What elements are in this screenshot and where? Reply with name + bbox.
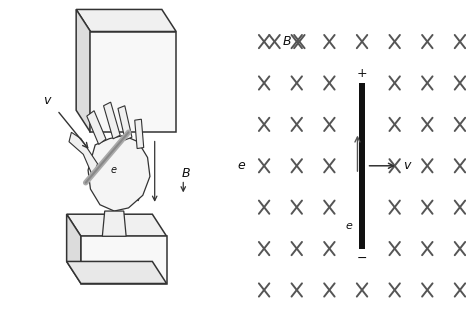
Bar — [359, 83, 365, 249]
Polygon shape — [118, 106, 132, 140]
Text: $-$: $-$ — [357, 251, 367, 264]
Polygon shape — [67, 214, 167, 236]
Polygon shape — [90, 32, 176, 132]
Polygon shape — [76, 9, 90, 132]
Polygon shape — [81, 236, 167, 284]
Polygon shape — [102, 211, 126, 236]
Polygon shape — [135, 119, 144, 149]
Text: $e$: $e$ — [110, 165, 118, 175]
Text: $v$: $v$ — [403, 159, 413, 172]
Polygon shape — [67, 214, 81, 284]
Text: $v$: $v$ — [43, 94, 52, 107]
Text: $B$: $B$ — [181, 167, 190, 180]
Text: $e$: $e$ — [346, 221, 354, 231]
Text: $e$: $e$ — [237, 159, 246, 172]
Polygon shape — [104, 102, 120, 139]
Text: $+$: $+$ — [357, 67, 367, 80]
Polygon shape — [69, 132, 98, 176]
Polygon shape — [76, 9, 176, 32]
Text: $B$: $B$ — [282, 35, 292, 48]
Polygon shape — [67, 261, 167, 284]
Polygon shape — [87, 111, 106, 144]
Polygon shape — [88, 135, 150, 211]
